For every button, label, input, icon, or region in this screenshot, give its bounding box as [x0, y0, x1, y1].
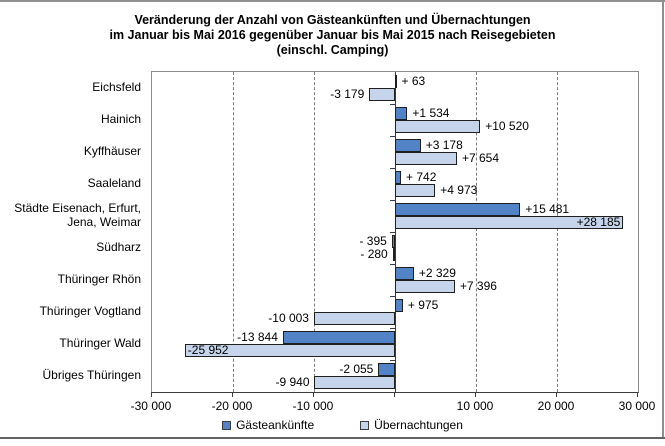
category-axis-tick: [390, 328, 395, 329]
x-axis-tick-label: 10 000: [456, 399, 494, 413]
category-label: Übriges Thüringen: [42, 368, 141, 382]
data-label: +3 178: [425, 138, 463, 152]
category-label: Südharz: [96, 240, 141, 254]
bar-uebernachtungen: [369, 88, 395, 101]
x-axis-tick: [394, 392, 395, 397]
bar-gaesteankuenfte: [395, 299, 403, 312]
bar-gaesteankuenfte: [395, 171, 401, 184]
bar-uebernachtungen: [395, 120, 481, 133]
plot-area: + 63 -3 179 +1 534 +10 520 +3 178 +7 654 + 742…: [151, 71, 639, 393]
category-label: Kyffhäuser: [83, 144, 141, 158]
category-axis-tick: [390, 168, 395, 169]
frame-border-bottom: [0, 437, 665, 439]
category-axis-tick: [390, 264, 395, 265]
bar-uebernachtungen: [392, 248, 395, 261]
bar-uebernachtungen: [395, 184, 436, 197]
x-axis-tick: [313, 392, 314, 397]
data-label: + 975: [407, 298, 439, 312]
bar-uebernachtungen: [314, 376, 395, 389]
category-axis-tick: [390, 200, 395, 201]
category-axis-tick: [390, 296, 395, 297]
data-label: +7 654: [461, 151, 500, 165]
chart-title-line3: (einschl. Camping): [276, 43, 389, 57]
bar-gaesteankuenfte: [378, 363, 395, 376]
data-label: -3 179: [330, 87, 365, 101]
gridline: [233, 72, 234, 392]
chart-title-line1: Veränderung der Anzahl von Gästeankünfte…: [134, 13, 531, 27]
category-label: Thüringer Vogtland: [39, 304, 141, 318]
bar-gaesteankuenfte: [282, 331, 395, 344]
data-label: - 280: [360, 247, 388, 261]
gridline: [476, 72, 477, 392]
data-label: -13 844: [237, 330, 278, 344]
data-label: +28 185: [576, 215, 621, 229]
bar-gaesteankuenfte: [391, 235, 395, 248]
data-label: -2 055: [339, 362, 374, 376]
legend-entry-uebernachtungen: Übernachtungen: [360, 418, 463, 432]
category-axis-tick: [390, 360, 395, 361]
x-axis-tick-label: 20 000: [537, 399, 575, 413]
data-label: + 63: [401, 74, 426, 88]
category-label: Städte Eisenach, Erfurt, Jena, Weimar: [14, 201, 141, 229]
bar-gaesteankuenfte: [395, 203, 521, 216]
category-label: Hainich: [100, 112, 141, 126]
bar-gaesteankuenfte: [395, 267, 414, 280]
x-axis-tick-label: -20 000: [211, 399, 253, 413]
zero-axis: [395, 72, 396, 392]
data-label: -25 952: [187, 343, 229, 357]
bar-gaesteankuenfte: [395, 107, 408, 120]
x-axis-tick: [232, 392, 233, 397]
category-label: Eichsfeld: [92, 80, 141, 94]
category-label: Saaleland: [87, 176, 141, 190]
x-axis-tick: [475, 392, 476, 397]
x-axis-tick-label: -10 000: [292, 399, 334, 413]
x-axis-tick-label: 30 000: [618, 399, 656, 413]
bar-uebernachtungen: [395, 216, 624, 229]
chart-title: Veränderung der Anzahl von Gästeankünfte…: [0, 13, 665, 58]
legend-label-1: Übernachtungen: [374, 418, 463, 432]
bar-gaesteankuenfte: [395, 139, 421, 152]
x-axis-tick: [556, 392, 557, 397]
legend-entry-gaesteankuenfte: Gästeankünfte: [222, 418, 314, 432]
data-label: +15 481: [525, 202, 570, 216]
data-label: + 742: [406, 170, 437, 184]
category-axis-tick: [390, 136, 395, 137]
legend-label-0: Gästeankünfte: [236, 418, 315, 432]
bar-uebernachtungen: [313, 312, 395, 325]
category-label: Thüringer Wald: [59, 336, 141, 350]
data-label: - 395: [359, 234, 387, 248]
category-label: Thüringer Rhön: [57, 272, 141, 286]
category-axis-tick: [390, 104, 395, 105]
legend-swatch-0: [222, 420, 232, 430]
data-label: +7 396: [459, 279, 497, 293]
bar-uebernachtungen: [395, 280, 455, 293]
chart-title-line2: im Januar bis Mai 2016 gegenüber Januar …: [109, 28, 556, 42]
bar-uebernachtungen: [395, 152, 457, 165]
data-label: +10 520: [485, 119, 529, 133]
category-axis-tick: [390, 232, 395, 233]
legend-swatch-1: [360, 420, 370, 430]
legend: Gästeankünfte Übernachtungen: [20, 418, 665, 432]
data-label: +1 534: [412, 106, 450, 120]
data-label: -9 940: [275, 375, 310, 389]
frame-border-right: [662, 0, 664, 439]
x-axis-tick: [637, 392, 638, 397]
x-axis-tick: [151, 392, 152, 397]
frame-border-top: [0, 0, 665, 2]
data-label: -10 003: [268, 311, 309, 325]
data-label: +4 973: [440, 183, 478, 197]
gridline: [557, 72, 558, 392]
gridline: [314, 72, 315, 392]
bar-uebernachtungen: [184, 344, 395, 357]
x-axis-tick-label: -30 000: [130, 399, 172, 413]
data-label: +2 329: [418, 266, 456, 280]
bar-gaesteankuenfte: [395, 75, 397, 88]
